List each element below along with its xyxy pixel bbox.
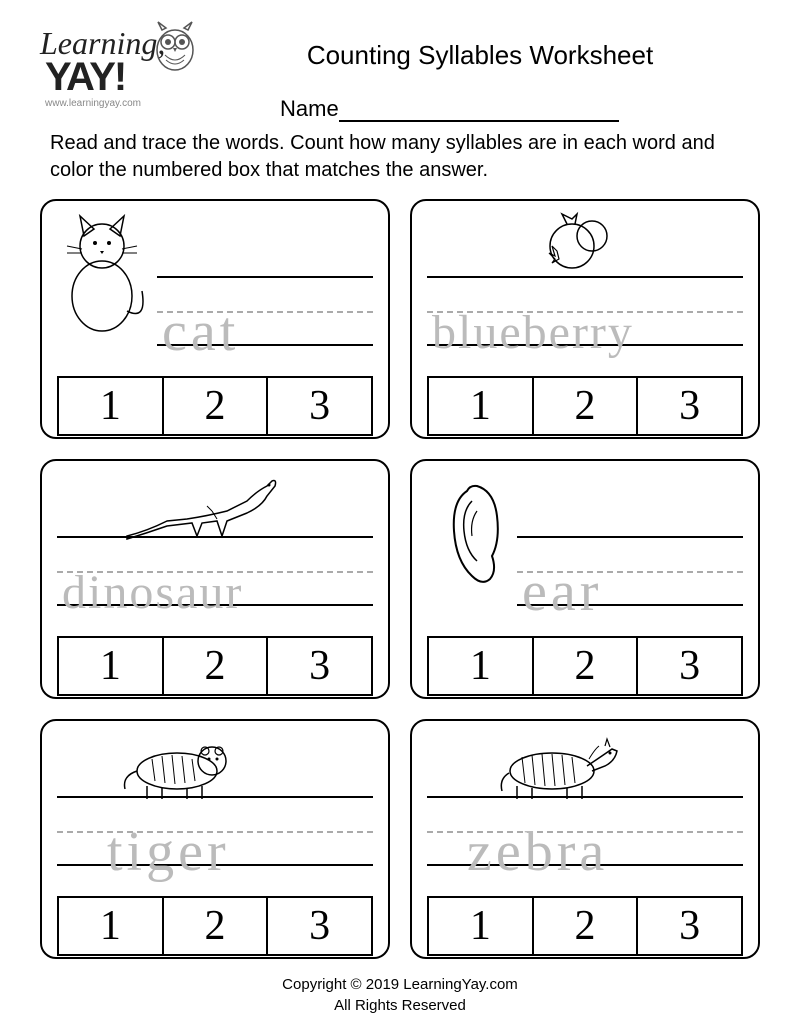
number-box-2[interactable]: 2: [164, 638, 269, 694]
card-cat: cat 1 2 3: [40, 199, 390, 439]
number-box-3[interactable]: 3: [638, 638, 741, 694]
trace-word[interactable]: ear: [522, 560, 602, 624]
number-boxes: 1 2 3: [57, 896, 373, 956]
logo-yay-text: YAY!: [45, 55, 125, 100]
cards-grid: cat 1 2 3 blueberry 1 2: [0, 194, 800, 959]
number-box-1[interactable]: 1: [429, 378, 534, 434]
number-box-3[interactable]: 3: [268, 378, 371, 434]
blueberry-icon: [537, 211, 617, 271]
number-boxes: 1 2 3: [57, 376, 373, 436]
card-dinosaur: dinosaur 1 2 3: [40, 459, 390, 699]
number-box-2[interactable]: 2: [534, 378, 639, 434]
number-boxes: 1 2 3: [427, 636, 743, 696]
number-box-1[interactable]: 1: [59, 378, 164, 434]
trace-word[interactable]: dinosaur: [62, 565, 243, 620]
name-field[interactable]: Name: [200, 96, 760, 122]
number-box-3[interactable]: 3: [638, 378, 741, 434]
logo-url: www.learningyay.com: [45, 98, 141, 109]
number-boxes: 1 2 3: [57, 636, 373, 696]
worksheet-title: Counting Syllables Worksheet: [200, 40, 760, 71]
number-box-1[interactable]: 1: [429, 638, 534, 694]
number-box-2[interactable]: 2: [164, 898, 269, 954]
card-tiger: tiger 1 2 3: [40, 719, 390, 959]
trace-word[interactable]: tiger: [107, 820, 230, 884]
trace-word[interactable]: cat: [162, 300, 239, 364]
number-boxes: 1 2 3: [427, 896, 743, 956]
card-ear: ear 1 2 3: [410, 459, 760, 699]
number-box-2[interactable]: 2: [534, 898, 639, 954]
dinosaur-icon: [117, 471, 297, 541]
owl-icon: [150, 20, 200, 75]
name-label: Name: [280, 96, 339, 121]
ear-icon: [442, 471, 512, 596]
number-box-3[interactable]: 3: [268, 898, 371, 954]
zebra-icon: [487, 731, 627, 801]
number-box-1[interactable]: 1: [429, 898, 534, 954]
number-boxes: 1 2 3: [427, 376, 743, 436]
number-box-1[interactable]: 1: [59, 638, 164, 694]
footer: Copyright © 2019 LearningYay.com All Rig…: [0, 959, 800, 1016]
number-box-1[interactable]: 1: [59, 898, 164, 954]
trace-word[interactable]: zebra: [467, 820, 608, 884]
instructions-text: Read and trace the words. Count how many…: [0, 122, 800, 194]
tiger-icon: [117, 731, 237, 801]
rights-text: All Rights Reserved: [0, 995, 800, 1016]
trace-word[interactable]: blueberry: [432, 305, 634, 360]
card-blueberry: blueberry 1 2 3: [410, 199, 760, 439]
number-box-3[interactable]: 3: [638, 898, 741, 954]
number-box-2[interactable]: 2: [534, 638, 639, 694]
number-box-3[interactable]: 3: [268, 638, 371, 694]
card-zebra: zebra 1 2 3: [410, 719, 760, 959]
logo: Learning, YAY! www.learningyay.com: [40, 20, 200, 110]
copyright-text: Copyright © 2019 LearningYay.com: [0, 974, 800, 995]
number-box-2[interactable]: 2: [164, 378, 269, 434]
cat-icon: [62, 211, 152, 336]
